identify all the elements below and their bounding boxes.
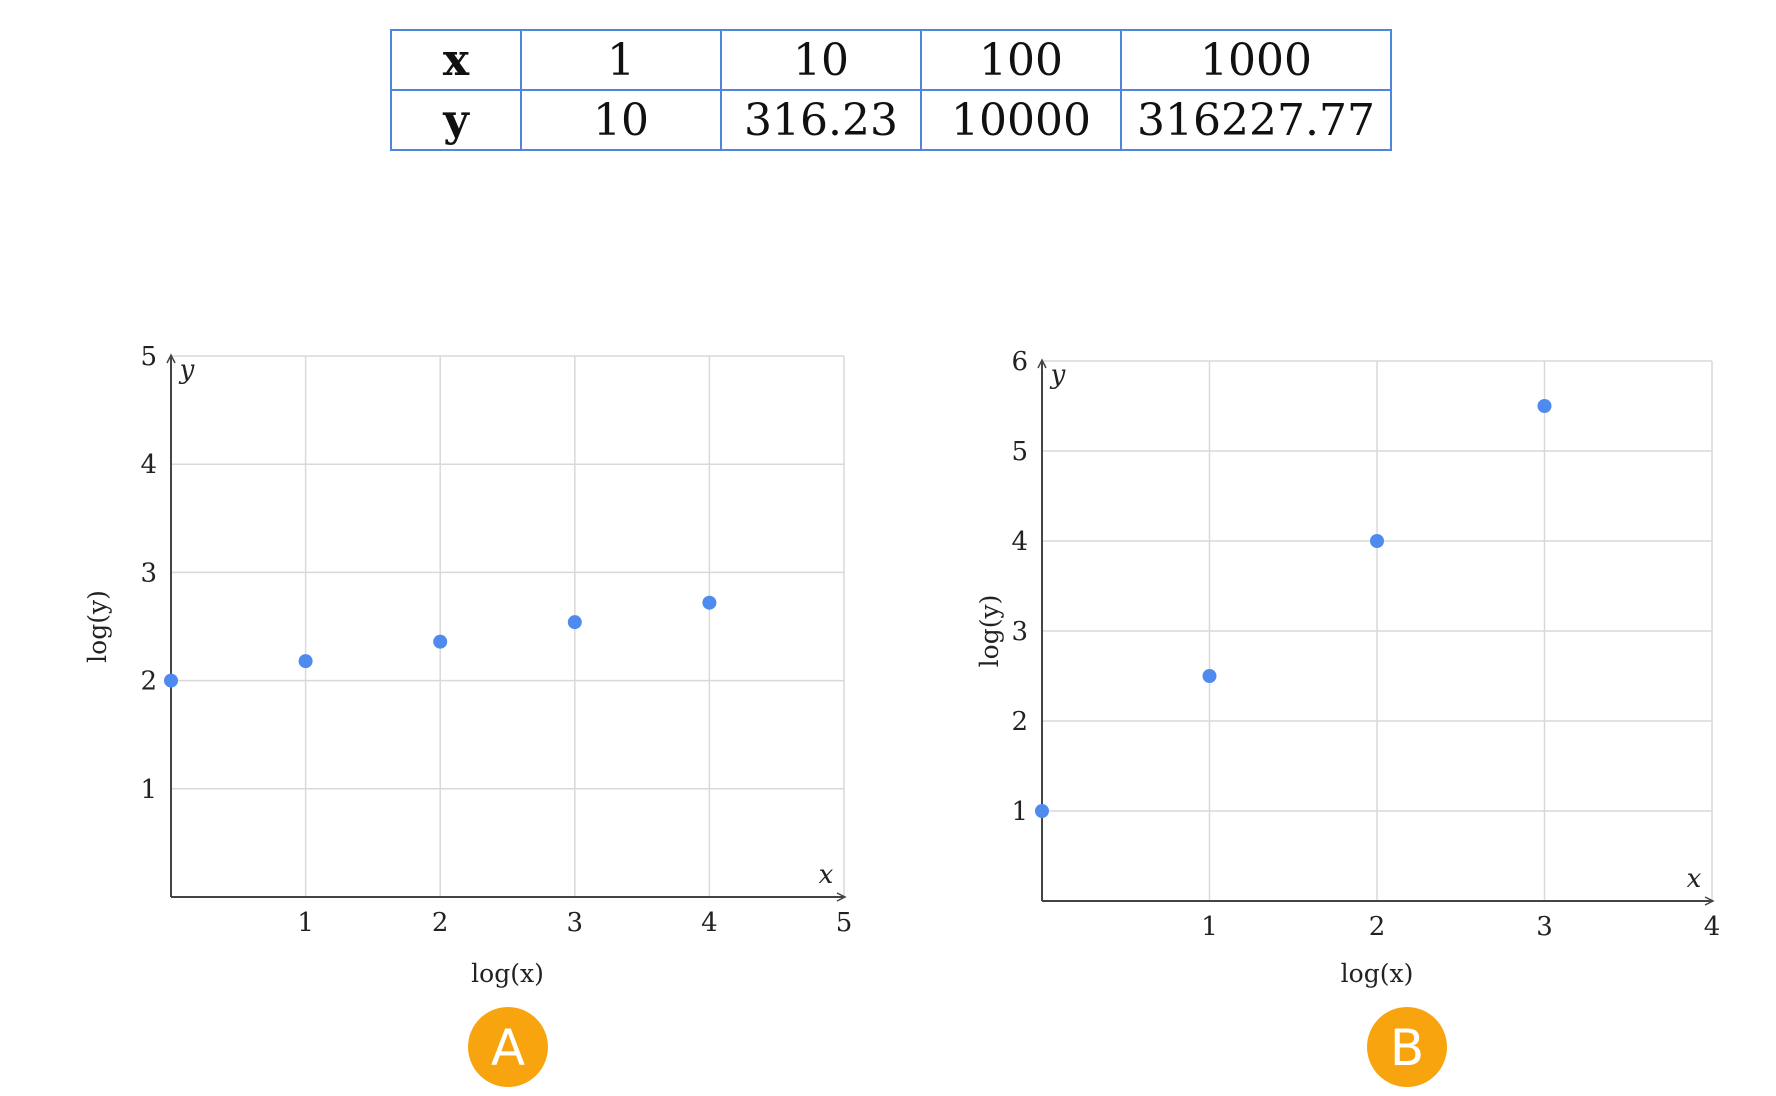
x-tick-label: 1	[297, 908, 314, 938]
data-point	[1202, 669, 1217, 683]
y-axis-arrow-icon	[166, 353, 176, 364]
data-point	[164, 673, 178, 688]
x-tick-label: 2	[432, 908, 449, 938]
chart-badge-label: B	[1390, 1019, 1424, 1077]
x-tick-label: 2	[1369, 912, 1386, 942]
x-axis-variable: x	[1687, 864, 1702, 894]
y-axis-variable: y	[1050, 360, 1066, 390]
data-point	[567, 615, 582, 630]
x-tick-label: 3	[567, 908, 584, 938]
chart-b: 1 2 3 4 1 2 3 4 5 6 x y log(x) log(y) B	[975, 347, 1720, 1087]
data-point	[702, 595, 717, 610]
y-tick-label: 2	[140, 667, 157, 697]
chart-badge	[1367, 1007, 1447, 1087]
y-tick-label: 5	[1011, 437, 1028, 467]
data-point	[298, 654, 313, 669]
data-point	[1035, 804, 1049, 818]
y-tick-label: 2	[1011, 707, 1028, 737]
x-axis-arrow-icon	[1704, 896, 1715, 906]
y-tick-label: 1	[140, 775, 157, 805]
y-tick-label: 1	[1011, 797, 1028, 827]
x-axis-label: log(x)	[1341, 959, 1414, 988]
table-header-y: y	[390, 89, 522, 151]
chart-badge	[468, 1007, 548, 1087]
y-tick-label: 6	[1011, 347, 1028, 377]
table-cell: 10	[720, 29, 922, 91]
x-tick-label: 3	[1536, 912, 1553, 942]
y-tick-label: 4	[140, 450, 157, 480]
y-axis-variable: y	[179, 355, 195, 385]
data-point	[1537, 399, 1552, 413]
y-axis-label: log(y)	[83, 590, 112, 663]
table-cell: 10000	[920, 89, 1122, 151]
table-cell: 316227.77	[1120, 89, 1392, 151]
table-cell: 316.23	[720, 89, 922, 151]
table-cell: 10	[520, 89, 722, 151]
table-header-x: x	[390, 29, 522, 91]
table-cell: 100	[920, 29, 1122, 91]
y-tick-label: 3	[140, 558, 157, 588]
y-axis-arrow-icon	[1037, 358, 1047, 369]
chart-badge-label: A	[491, 1019, 525, 1077]
y-axis-label: log(y)	[975, 595, 1004, 668]
table-cell: 1	[520, 29, 722, 91]
data-point	[1370, 534, 1384, 548]
data-table: x 1 10 100 1000 y 10 316.23 10000 316227…	[390, 29, 1392, 151]
table-row-y: y 10 316.23 10000 316227.77	[390, 89, 1392, 151]
x-tick-label: 4	[701, 908, 718, 938]
x-tick-label: 5	[836, 908, 853, 938]
x-tick-label: 1	[1201, 912, 1218, 942]
x-axis-variable: x	[819, 860, 834, 890]
data-point	[433, 634, 448, 649]
table-row-x: x 1 10 100 1000	[390, 29, 1392, 91]
y-tick-label: 5	[140, 342, 157, 372]
x-tick-label: 4	[1704, 912, 1721, 942]
y-tick-label: 4	[1011, 527, 1028, 557]
x-axis-arrow-icon	[836, 892, 847, 902]
table-cell: 1000	[1120, 29, 1392, 91]
x-axis-label: log(x)	[471, 959, 544, 988]
y-tick-label: 3	[1011, 617, 1028, 647]
